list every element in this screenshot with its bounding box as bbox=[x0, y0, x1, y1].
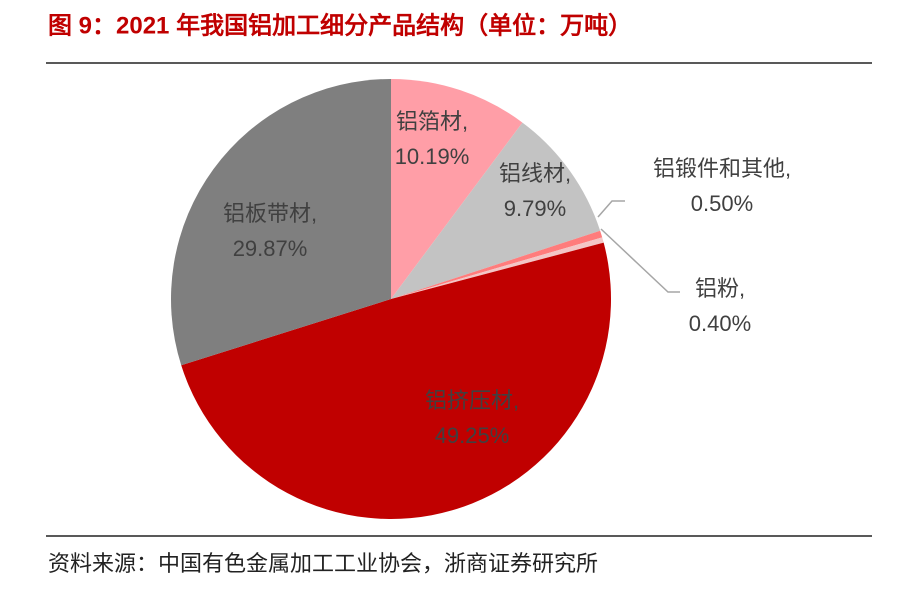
value-label: 0.40% bbox=[689, 311, 751, 336]
value-label: 29.87% bbox=[233, 236, 308, 261]
slice-label: 铝板带材, bbox=[223, 201, 317, 226]
source: 资料来源：中国有色金属加工工业协会，浙商证券研究所 bbox=[48, 552, 598, 577]
chart-title: 图 9：2021 年我国铝加工细分产品结构（单位：万吨） bbox=[48, 11, 632, 39]
pie-slice bbox=[391, 79, 523, 299]
value-label: 0.50% bbox=[691, 191, 753, 216]
leader-line bbox=[597, 200, 625, 218]
value-label: 10.19% bbox=[395, 144, 470, 169]
slice-label: 铝粉, bbox=[695, 276, 745, 301]
value-label: 49.25% bbox=[435, 423, 510, 448]
slice-label: 铝挤压材, bbox=[425, 388, 519, 413]
slice-label: 铝箔材, bbox=[396, 109, 468, 134]
slice-label: 铝锻件和其他, bbox=[653, 156, 791, 181]
value-label: 9.79% bbox=[504, 196, 566, 221]
slice-label: 铝线材, bbox=[499, 161, 571, 186]
pie-slice bbox=[170, 79, 391, 366]
pie-slice bbox=[391, 230, 603, 299]
leader-line bbox=[600, 228, 680, 293]
pie-slice bbox=[391, 237, 604, 299]
pie-slice bbox=[181, 242, 612, 519]
pie-slice bbox=[391, 122, 601, 299]
